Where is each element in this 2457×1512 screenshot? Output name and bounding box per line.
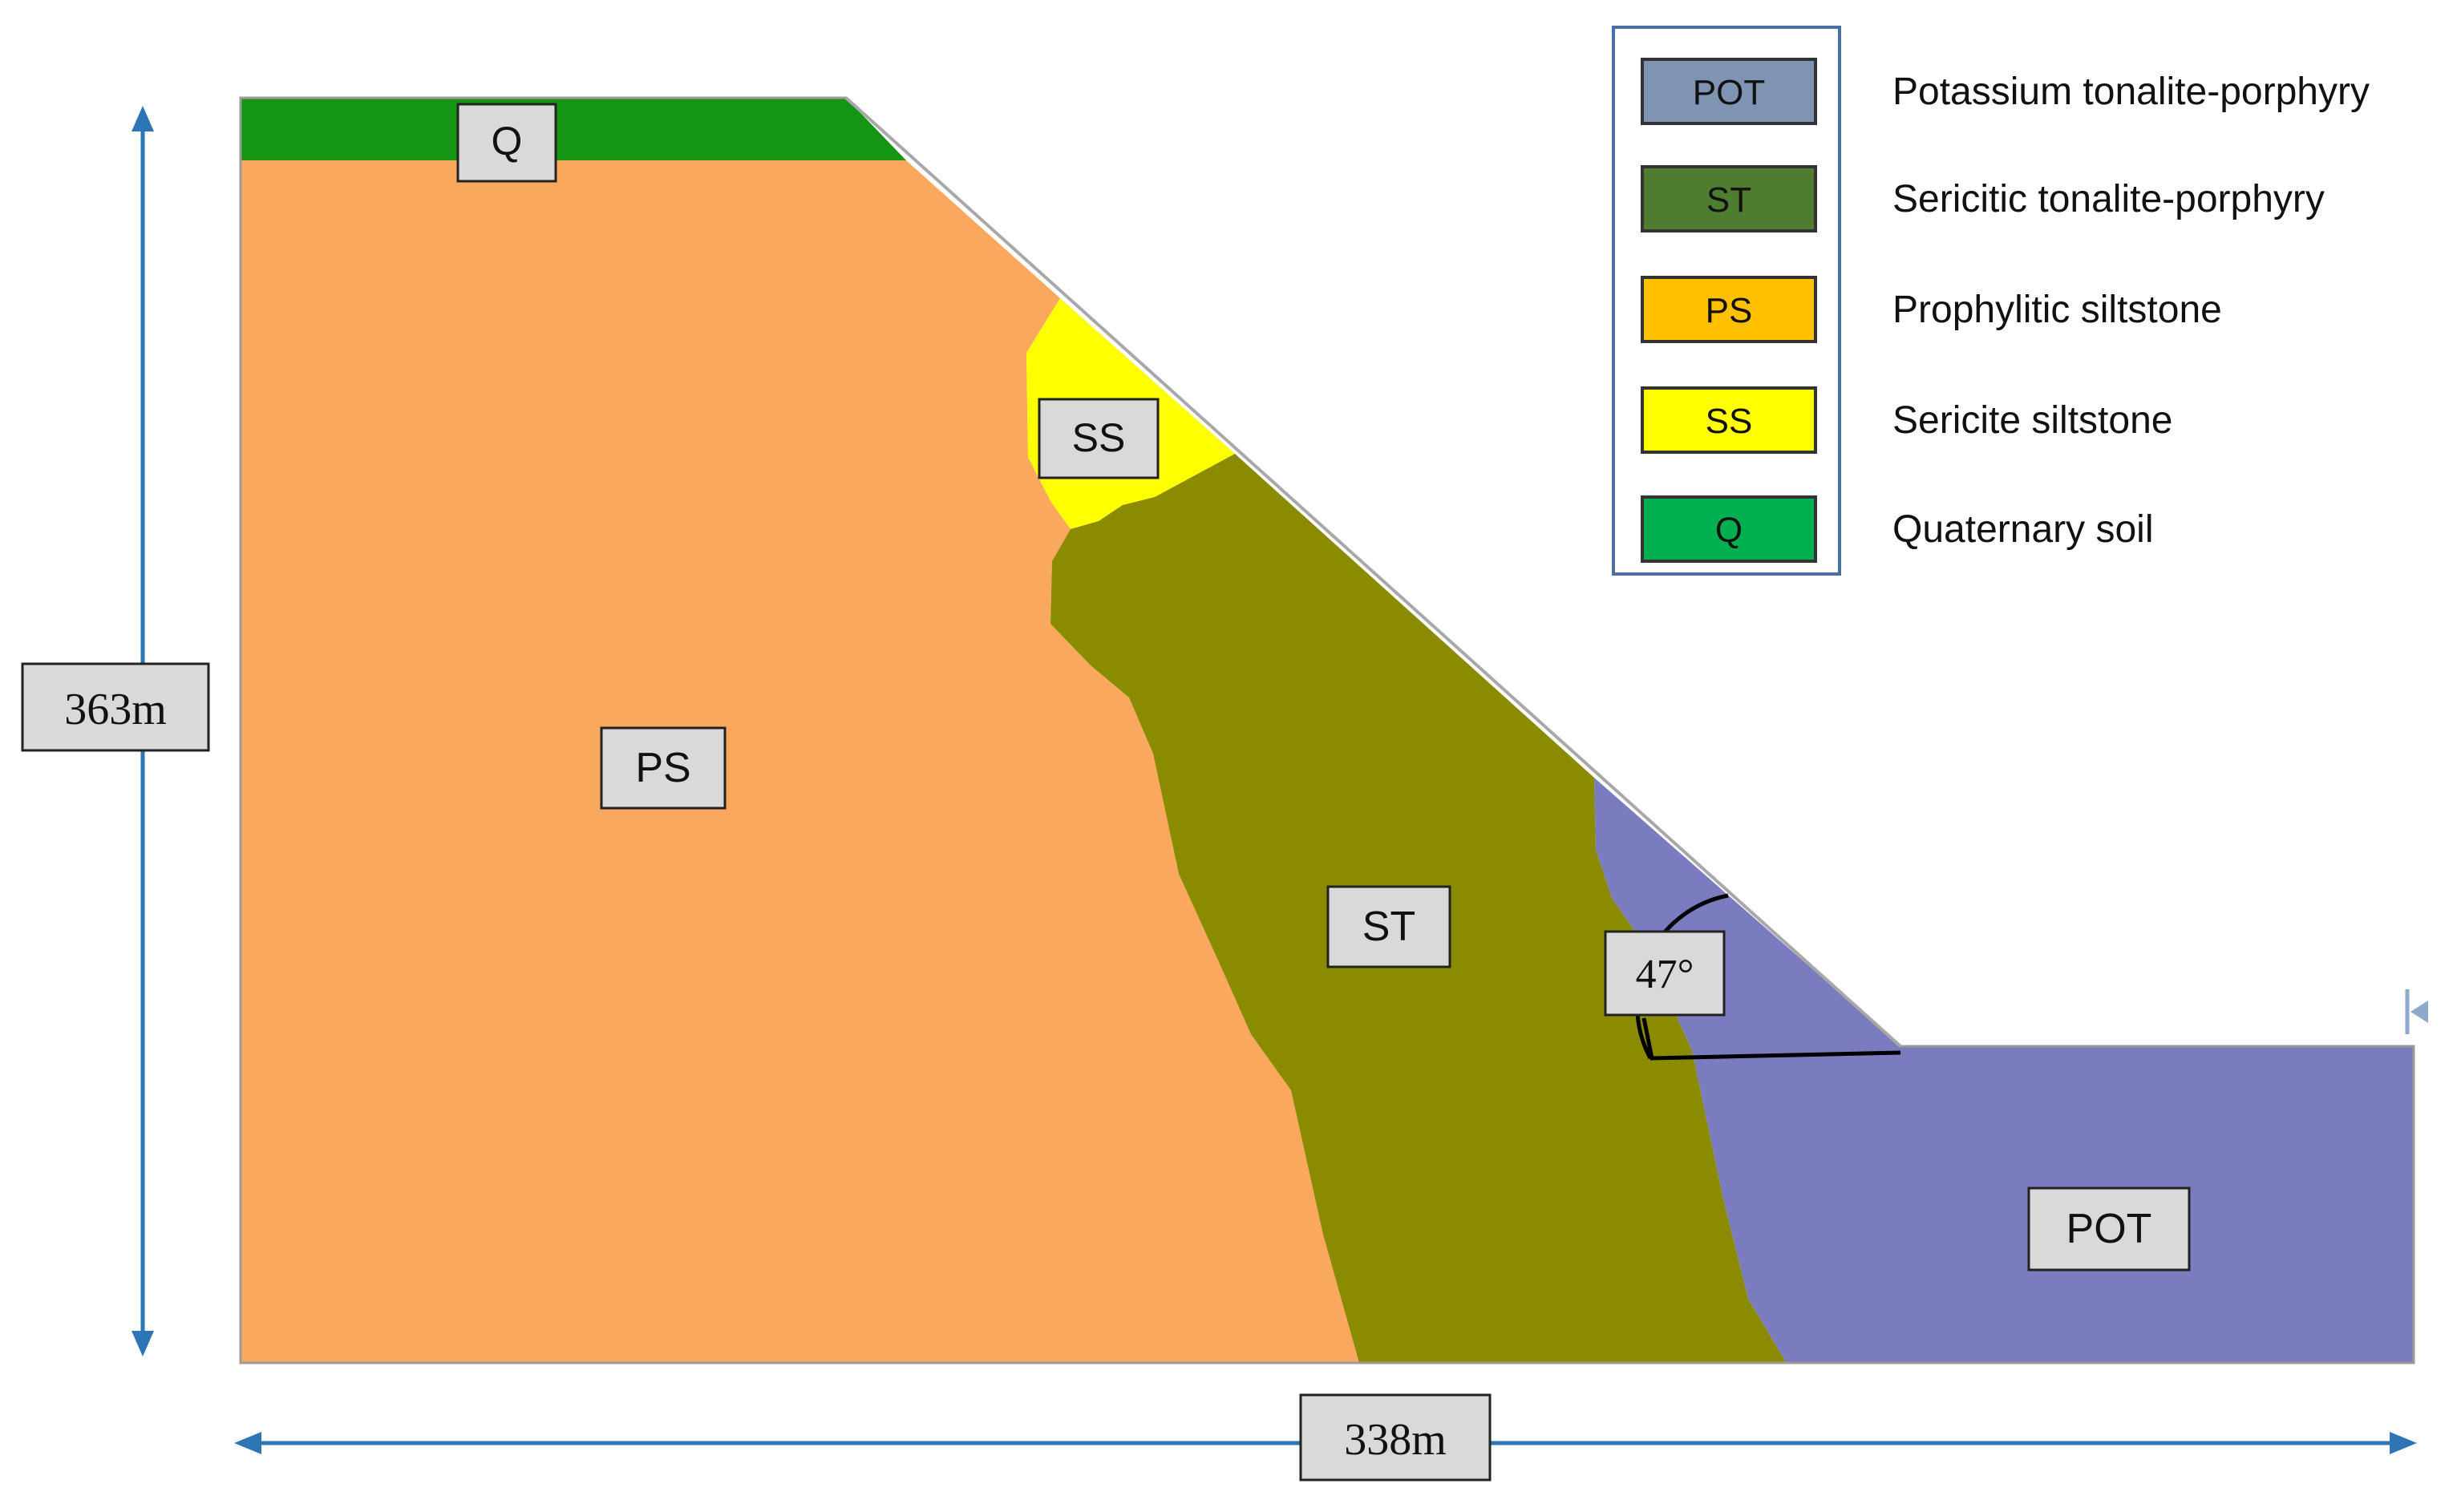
slope-angle-label: 47° (1636, 952, 1694, 997)
height-label-box (21, 662, 210, 752)
legend-item: Q Quaternary soil (1641, 495, 2153, 563)
unit-ps-region (241, 160, 1359, 1363)
st-label-box (1326, 885, 1451, 968)
edge-marker-icon (2405, 989, 2428, 1034)
q-label: Q (492, 119, 523, 164)
legend-item: SS Sericite siltstone (1641, 386, 2172, 454)
legend-item: POT Potassium tonalite-porphyry (1641, 58, 2370, 125)
pot-label: POT (2066, 1206, 2152, 1252)
legend-code: SS (1706, 402, 1753, 441)
legend-label: Prophylitic siltstone (1892, 289, 2222, 331)
slope-angle-marker: 47° (1604, 893, 1901, 1061)
legend-item: ST Sericitic tonalite-porphyry (1641, 165, 2325, 232)
height-dimension: 363m (21, 106, 210, 1356)
angle-label-box (1604, 930, 1726, 1017)
ss-label: SS (1072, 415, 1126, 460)
width-label-box (1299, 1393, 1492, 1482)
st-label: ST (1362, 904, 1415, 950)
q-label-box (456, 103, 557, 183)
legend-code: PS (1706, 291, 1753, 330)
slope-face-line (844, 96, 1902, 1048)
ps-label: PS (635, 745, 690, 791)
width-arrowhead-right-icon (2390, 1432, 2417, 1454)
ps-label-box (600, 726, 727, 810)
height-label: 363m (64, 685, 167, 734)
height-arrowhead-top-icon (132, 106, 154, 131)
legend: POT Potassium tonalite-porphyry ST Sericiti… (1612, 26, 2370, 576)
pot-label-box (2027, 1187, 2191, 1271)
unit-q-region (241, 98, 906, 160)
width-arrowhead-left-icon (234, 1432, 261, 1454)
legend-code: Q (1715, 511, 1743, 550)
legend-code: POT (1693, 73, 1765, 112)
cross-section (239, 96, 2415, 1364)
width-label: 338m (1344, 1415, 1447, 1465)
legend-label: Potassium tonalite-porphyry (1892, 71, 2370, 113)
legend-label: Quaternary soil (1892, 508, 2153, 551)
legend-swatch (1641, 165, 1817, 232)
legend-swatch (1641, 58, 1817, 125)
legend-label: Sericitic tonalite-porphyry (1892, 178, 2325, 220)
angle-baseline (1641, 1017, 1901, 1061)
legend-swatch (1641, 276, 1817, 343)
legend-item: PS Prophylitic siltstone (1641, 276, 2222, 343)
legend-swatch (1641, 495, 1817, 563)
width-dimension: 338m (234, 1393, 2417, 1482)
legend-code: ST (1706, 180, 1751, 220)
unit-pot-region (1594, 778, 2414, 1363)
section-labels: Q SS PS ST POT (456, 103, 2191, 1271)
legend-label: Sericite siltstone (1892, 399, 2172, 442)
legend-swatch (1641, 386, 1817, 454)
height-arrowhead-bottom-icon (132, 1331, 154, 1356)
ss-label-box (1038, 398, 1160, 479)
